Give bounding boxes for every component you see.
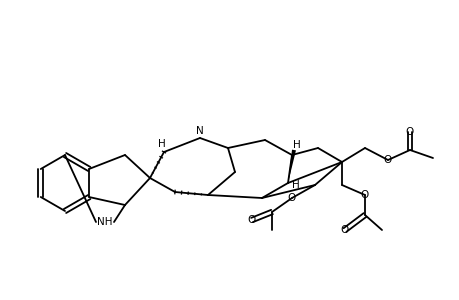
Text: O: O (247, 215, 256, 225)
Text: NH: NH (97, 217, 112, 227)
Text: O: O (340, 225, 348, 235)
Text: H: H (292, 140, 300, 150)
Text: N: N (196, 126, 203, 136)
Text: H: H (291, 180, 299, 190)
Text: O: O (360, 190, 368, 200)
Text: O: O (383, 155, 391, 165)
Polygon shape (287, 150, 295, 183)
Text: O: O (287, 193, 296, 203)
Text: O: O (405, 127, 413, 137)
Text: H: H (158, 139, 166, 149)
